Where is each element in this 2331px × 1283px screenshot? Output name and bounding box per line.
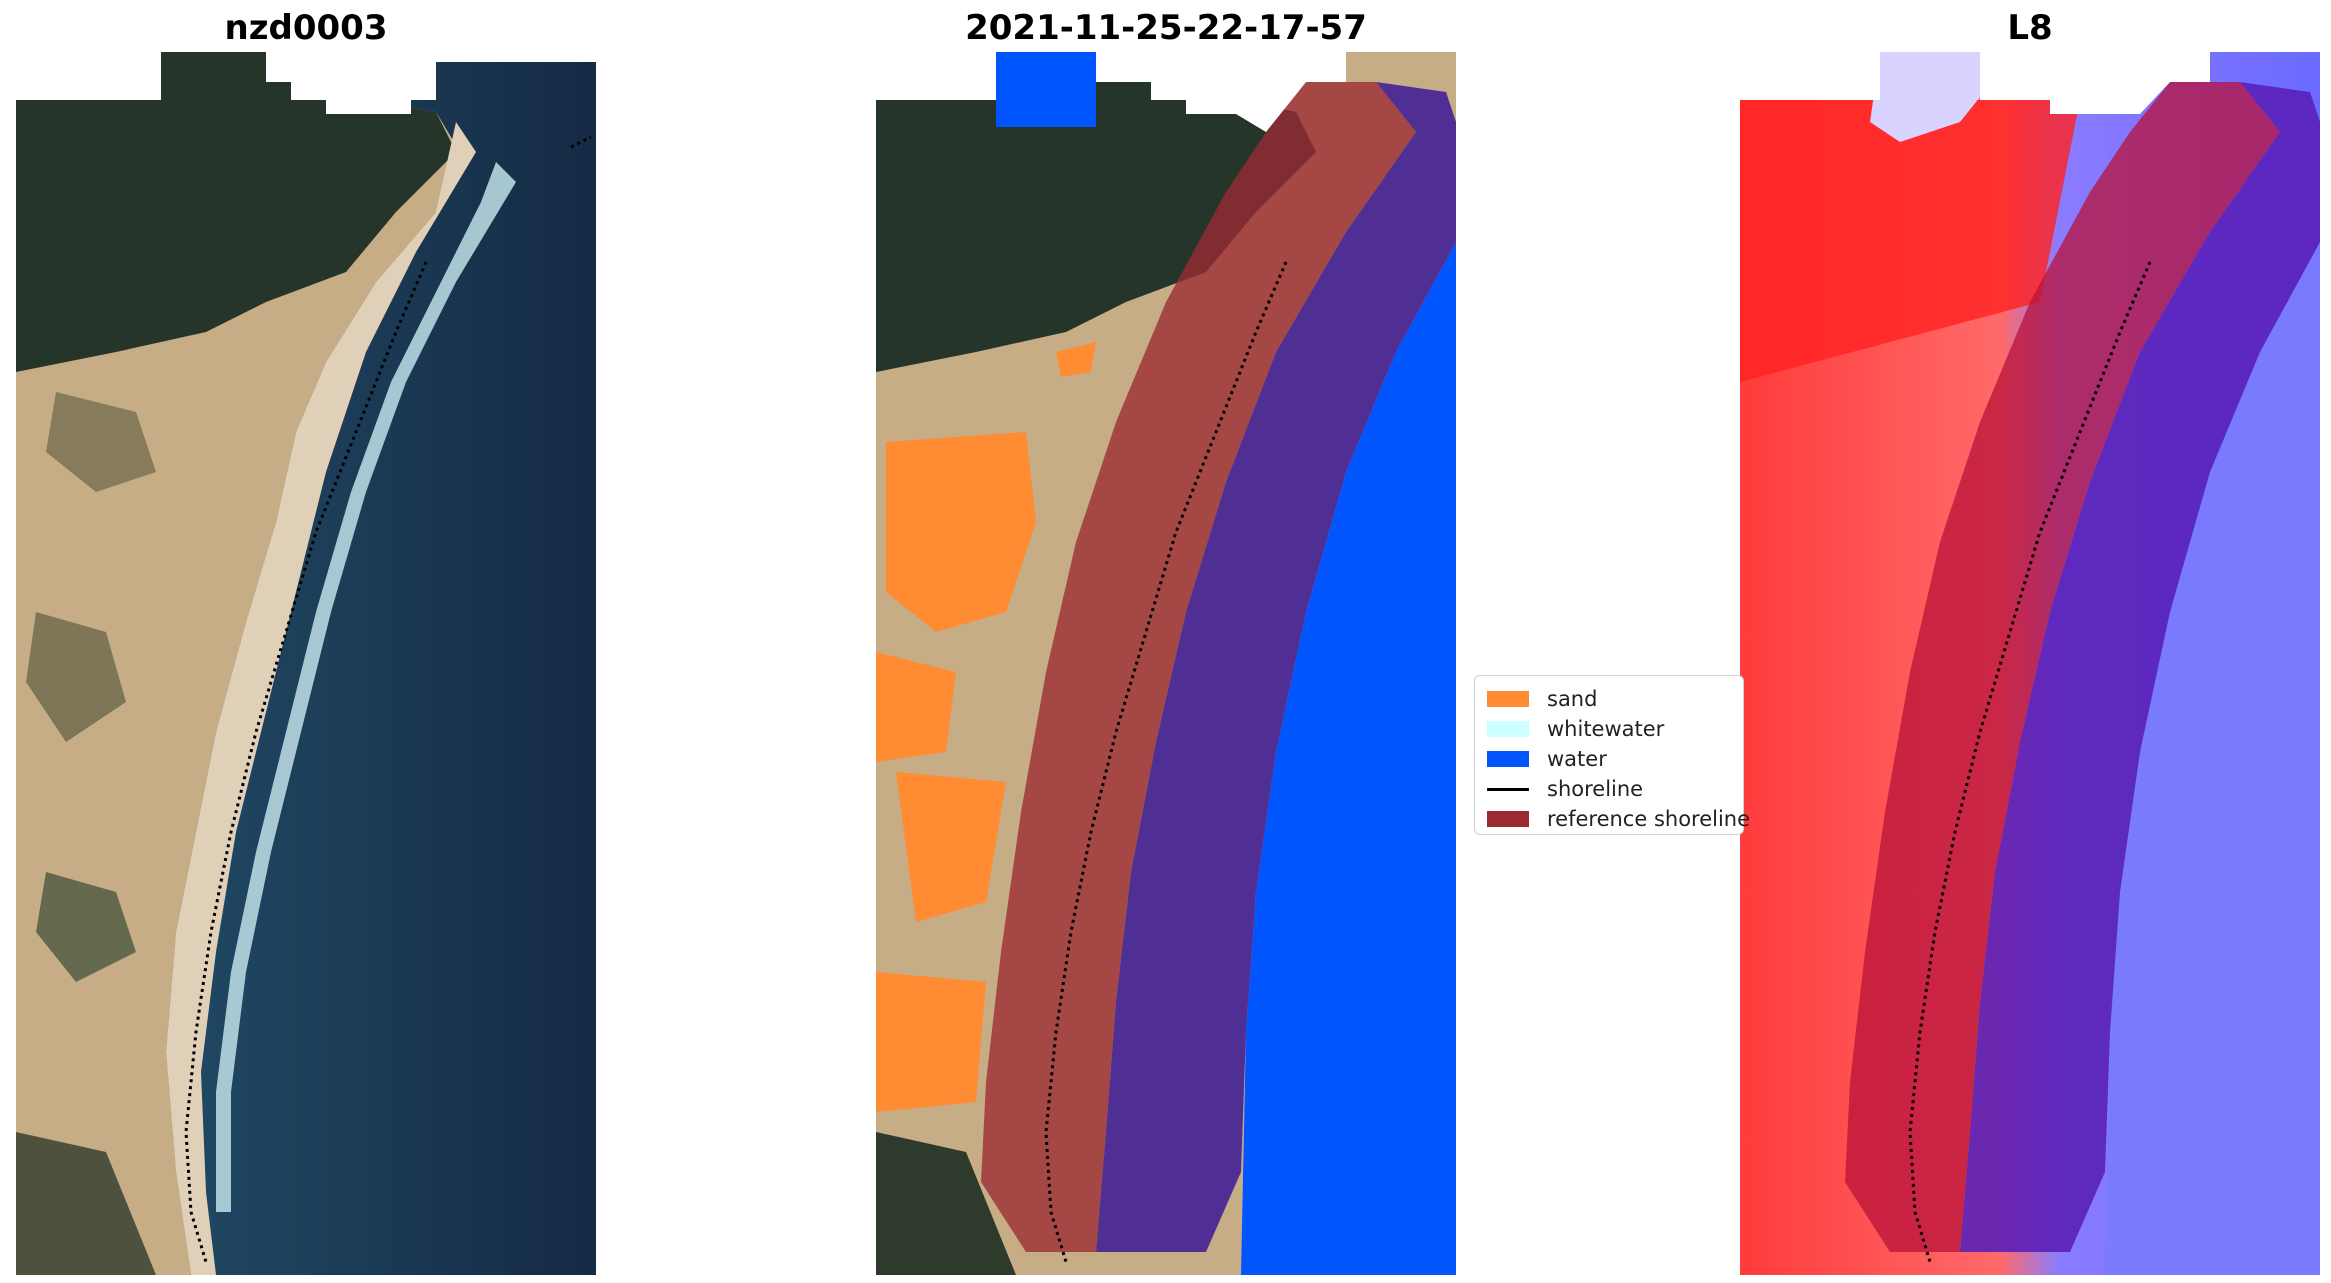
water-swatch <box>1487 751 1529 767</box>
sand-swatch <box>1487 691 1529 707</box>
legend-label: reference shoreline <box>1547 807 1751 831</box>
reference-shoreline-swatch <box>1487 811 1529 827</box>
shoreline-swatch <box>1487 787 1529 791</box>
panel-title-classification: 2021-11-25-22-17-57 <box>965 8 1367 48</box>
legend-item-sand: sand <box>1487 684 1731 714</box>
legend-label: shoreline <box>1547 777 1644 801</box>
l8-index-image <box>1740 52 2320 1275</box>
legend-label: sand <box>1547 687 1598 711</box>
legend-item-shoreline: shoreline <box>1487 774 1731 804</box>
legend: sand whitewater water shoreline referenc… <box>1474 675 1750 835</box>
legend-item-water: water <box>1487 744 1731 774</box>
classification-image <box>876 52 1456 1275</box>
legend-label: water <box>1547 747 1607 771</box>
legend-item-whitewater: whitewater <box>1487 714 1731 744</box>
panel-title-index: L8 <box>2007 8 2053 48</box>
panel-title-rgb: nzd0003 <box>224 8 388 48</box>
whitewater-swatch <box>1487 721 1529 737</box>
rgb-satellite-image <box>16 52 596 1275</box>
legend-label: whitewater <box>1547 717 1665 741</box>
legend-item-reference-shoreline: reference shoreline <box>1487 804 1750 834</box>
